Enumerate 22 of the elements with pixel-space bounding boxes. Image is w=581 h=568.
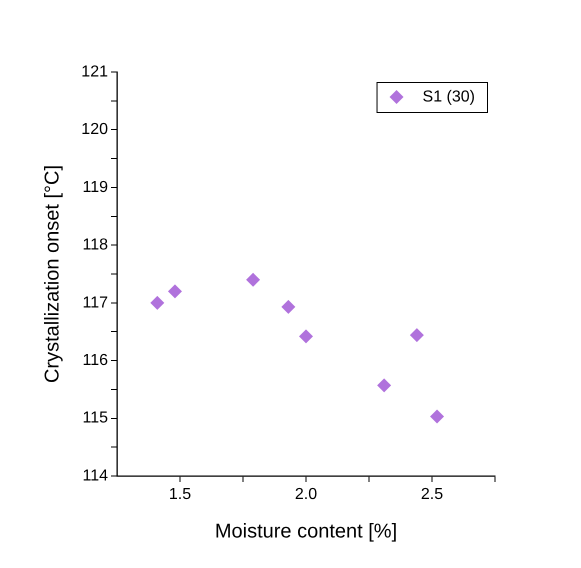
point — [281, 300, 296, 314]
point — [168, 284, 182, 298]
point — [410, 328, 424, 342]
x-axis-title: Moisture content [%] — [214, 520, 398, 543]
point — [377, 378, 392, 392]
y-tick-label: 120 — [81, 121, 108, 138]
y-tick-label: 118 — [82, 236, 108, 254]
x-tick-label: 1.5 — [168, 486, 192, 504]
point — [246, 272, 260, 287]
y-tick-label: 115 — [82, 410, 108, 427]
legend-label: S1 (30) — [422, 88, 475, 106]
y-tick-label: 117 — [82, 294, 108, 312]
point — [430, 410, 444, 424]
y-axis-title: Crystallization onset [°C] — [42, 164, 64, 384]
y-tick-label: 116 — [82, 352, 108, 369]
y-tick-label: 114 — [82, 467, 108, 484]
y-tick-label: 121 — [81, 63, 108, 80]
x-tick-label: 2.5 — [420, 486, 444, 504]
x-tick-label: 2.0 — [294, 486, 318, 504]
y-tick-label: 119 — [82, 178, 108, 196]
point — [150, 296, 164, 310]
point — [299, 329, 313, 344]
